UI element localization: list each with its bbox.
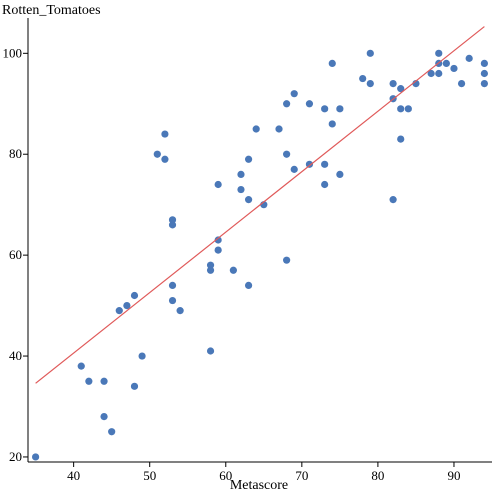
y-axis-title: Rotten_Tomatoes: [2, 3, 101, 18]
data-point: [206, 266, 215, 274]
data-point: [283, 256, 291, 264]
y-tick-label: 100: [3, 45, 23, 60]
data-point: [283, 150, 291, 158]
data-point: [321, 160, 329, 168]
x-axis-title: Metascore: [230, 478, 288, 493]
data-point: [168, 281, 177, 290]
data-point: [108, 428, 116, 436]
data-point: [237, 170, 245, 179]
data-point: [100, 377, 108, 385]
x-tick-label: 40: [67, 468, 80, 483]
data-points: [32, 49, 488, 461]
data-point: [115, 307, 123, 315]
x-tick-label: 60: [219, 468, 232, 483]
data-point: [283, 100, 291, 108]
data-point: [77, 362, 85, 370]
data-point: [305, 160, 314, 168]
data-point: [85, 377, 93, 385]
x-tick-label: 50: [143, 468, 156, 483]
y-tick-label: 20: [9, 449, 22, 464]
data-point: [397, 135, 405, 143]
data-point: [206, 261, 215, 269]
data-point: [404, 105, 412, 113]
data-point: [366, 49, 374, 57]
x-tick-label: 90: [447, 468, 460, 483]
trend-line: [35, 26, 485, 384]
data-point: [168, 296, 177, 305]
data-point: [480, 59, 488, 68]
data-point: [397, 105, 405, 113]
data-point: [138, 352, 146, 360]
data-point: [435, 49, 443, 57]
data-point: [214, 246, 222, 254]
data-point: [450, 64, 458, 73]
x-tick-label: 80: [371, 468, 384, 483]
data-point: [480, 79, 488, 88]
y-axis-ticks: 20 40 60 80 100: [3, 45, 28, 464]
data-point: [168, 221, 177, 229]
data-point: [480, 69, 488, 78]
data-point: [457, 79, 466, 88]
x-tick-label: 70: [295, 468, 308, 483]
data-point: [244, 196, 253, 204]
data-point: [161, 130, 169, 138]
x-axis-ticks: 40 50 60 70 80 90: [67, 462, 460, 483]
data-point: [290, 165, 298, 173]
data-point: [321, 180, 329, 189]
data-point: [252, 125, 260, 133]
data-point: [130, 291, 139, 300]
data-point: [130, 382, 139, 390]
data-point: [305, 100, 314, 108]
y-tick-label: 60: [9, 247, 22, 262]
data-point: [214, 180, 222, 189]
data-point: [229, 266, 237, 274]
data-point: [290, 90, 298, 98]
data-point: [237, 185, 245, 194]
data-point: [176, 307, 184, 315]
data-point: [336, 105, 344, 113]
data-point: [359, 74, 367, 83]
data-point: [427, 69, 435, 78]
data-point: [244, 155, 253, 163]
data-point: [214, 236, 222, 244]
data-point: [168, 216, 177, 224]
data-point: [244, 281, 253, 290]
y-tick-label: 80: [9, 146, 22, 161]
data-point: [465, 54, 473, 62]
data-point: [397, 85, 405, 93]
data-point: [123, 301, 131, 310]
data-point: [153, 150, 161, 158]
data-point: [328, 59, 336, 68]
data-point: [336, 170, 344, 179]
data-point: [366, 79, 374, 88]
data-point: [389, 79, 397, 88]
y-tick-label: 40: [9, 348, 22, 363]
data-point: [435, 69, 443, 78]
data-point: [321, 105, 329, 113]
data-point: [328, 120, 336, 128]
data-point: [442, 59, 450, 68]
data-point: [206, 347, 215, 355]
data-point: [389, 196, 397, 204]
data-point: [275, 125, 283, 133]
data-point: [161, 155, 169, 163]
data-point: [100, 412, 108, 421]
data-point: [32, 453, 40, 461]
